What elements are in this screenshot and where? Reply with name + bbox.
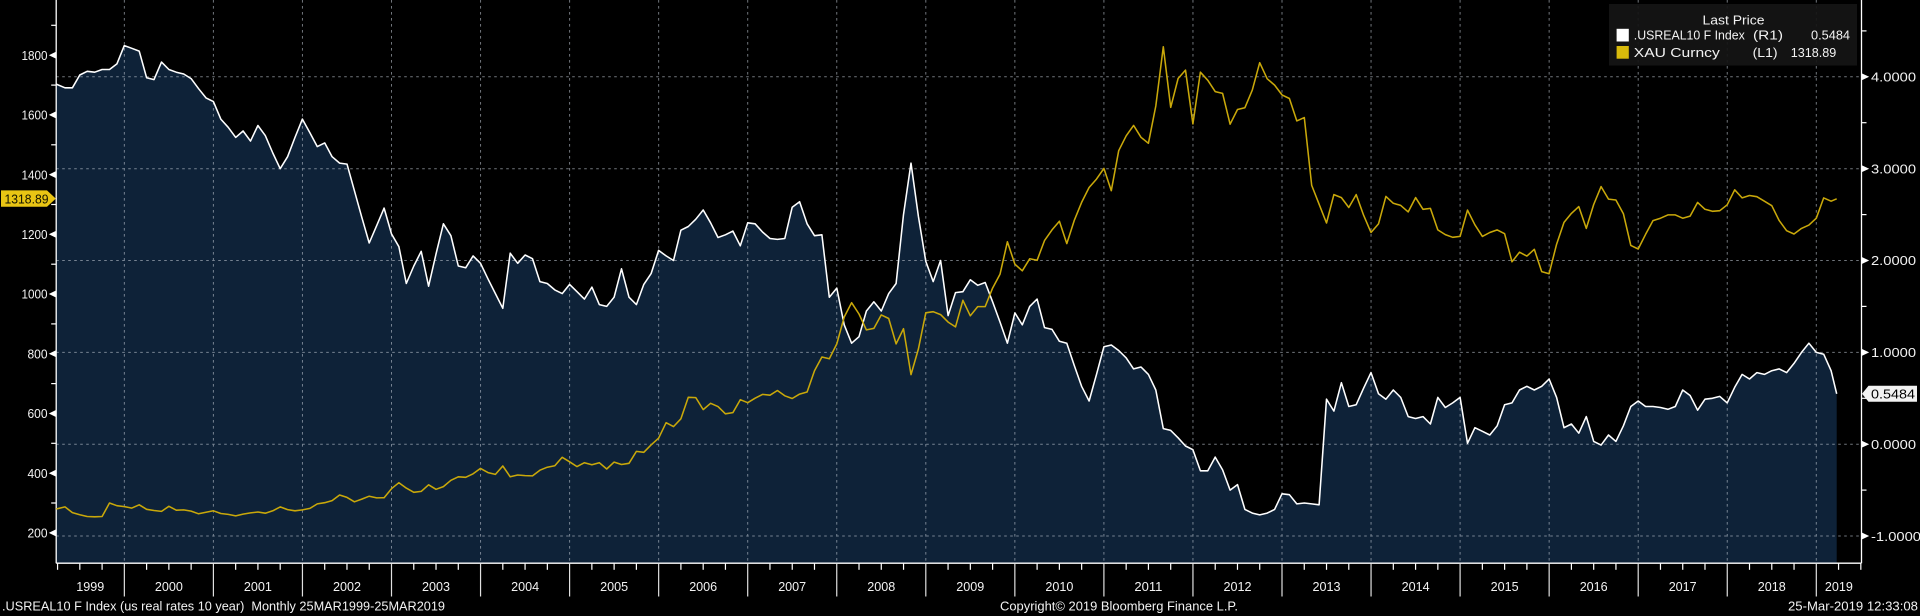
- svg-text:.USREAL10 F Index (us real rat: .USREAL10 F Index (us real rates 10 year…: [2, 599, 445, 614]
- svg-text:2004: 2004: [511, 579, 539, 594]
- svg-text:400: 400: [28, 466, 48, 481]
- svg-text:0.5484: 0.5484: [1811, 28, 1850, 43]
- svg-text:2.0000: 2.0000: [1871, 253, 1916, 268]
- svg-text:1600: 1600: [22, 108, 48, 123]
- svg-text:1.0000: 1.0000: [1871, 345, 1916, 360]
- svg-text:2012: 2012: [1224, 579, 1252, 594]
- svg-text:Last Price: Last Price: [1703, 13, 1765, 28]
- svg-text:(L1): (L1): [1753, 45, 1778, 60]
- svg-text:3.0000: 3.0000: [1871, 161, 1916, 176]
- svg-text:Copyright© 2019 Bloomberg Fina: Copyright© 2019 Bloomberg Finance L.P.: [1000, 599, 1238, 614]
- svg-text:-1.0000: -1.0000: [1871, 529, 1920, 544]
- svg-text:2005: 2005: [600, 579, 628, 594]
- svg-text:1800: 1800: [22, 48, 48, 63]
- svg-text:1200: 1200: [22, 227, 48, 242]
- svg-text:2019: 2019: [1825, 579, 1853, 594]
- svg-text:2008: 2008: [867, 579, 895, 594]
- svg-text:2018: 2018: [1758, 579, 1786, 594]
- svg-text:2015: 2015: [1491, 579, 1519, 594]
- svg-text:25-Mar-2019 12:33:08: 25-Mar-2019 12:33:08: [1788, 599, 1918, 614]
- svg-text:800: 800: [28, 346, 48, 361]
- svg-text:600: 600: [28, 406, 48, 421]
- svg-text:2011: 2011: [1134, 579, 1162, 594]
- svg-text:1318.89: 1318.89: [1791, 45, 1837, 60]
- svg-text:2001: 2001: [244, 579, 272, 594]
- svg-text:4.0000: 4.0000: [1871, 70, 1916, 85]
- svg-text:1318.89: 1318.89: [5, 191, 49, 206]
- svg-text:2009: 2009: [956, 579, 984, 594]
- svg-text:200: 200: [28, 526, 48, 541]
- svg-text:2014: 2014: [1402, 579, 1430, 594]
- svg-text:2017: 2017: [1669, 579, 1697, 594]
- svg-text:0.5484: 0.5484: [1871, 387, 1915, 402]
- svg-text:2013: 2013: [1313, 579, 1341, 594]
- svg-text:2000: 2000: [155, 579, 183, 594]
- svg-text:2006: 2006: [689, 579, 717, 594]
- svg-text:.USREAL10 F Index: .USREAL10 F Index: [1634, 28, 1745, 43]
- svg-text:1999: 1999: [76, 579, 104, 594]
- svg-text:2016: 2016: [1580, 579, 1608, 594]
- svg-text:0.0000: 0.0000: [1871, 437, 1916, 452]
- svg-text:(R1): (R1): [1753, 28, 1783, 43]
- svg-text:2010: 2010: [1045, 579, 1073, 594]
- svg-text:1400: 1400: [22, 167, 48, 182]
- svg-text:2003: 2003: [422, 579, 450, 594]
- svg-text:1000: 1000: [22, 287, 48, 302]
- svg-text:2007: 2007: [778, 579, 806, 594]
- svg-text:2002: 2002: [333, 579, 361, 594]
- svg-text:XAU Curncy: XAU Curncy: [1634, 45, 1721, 60]
